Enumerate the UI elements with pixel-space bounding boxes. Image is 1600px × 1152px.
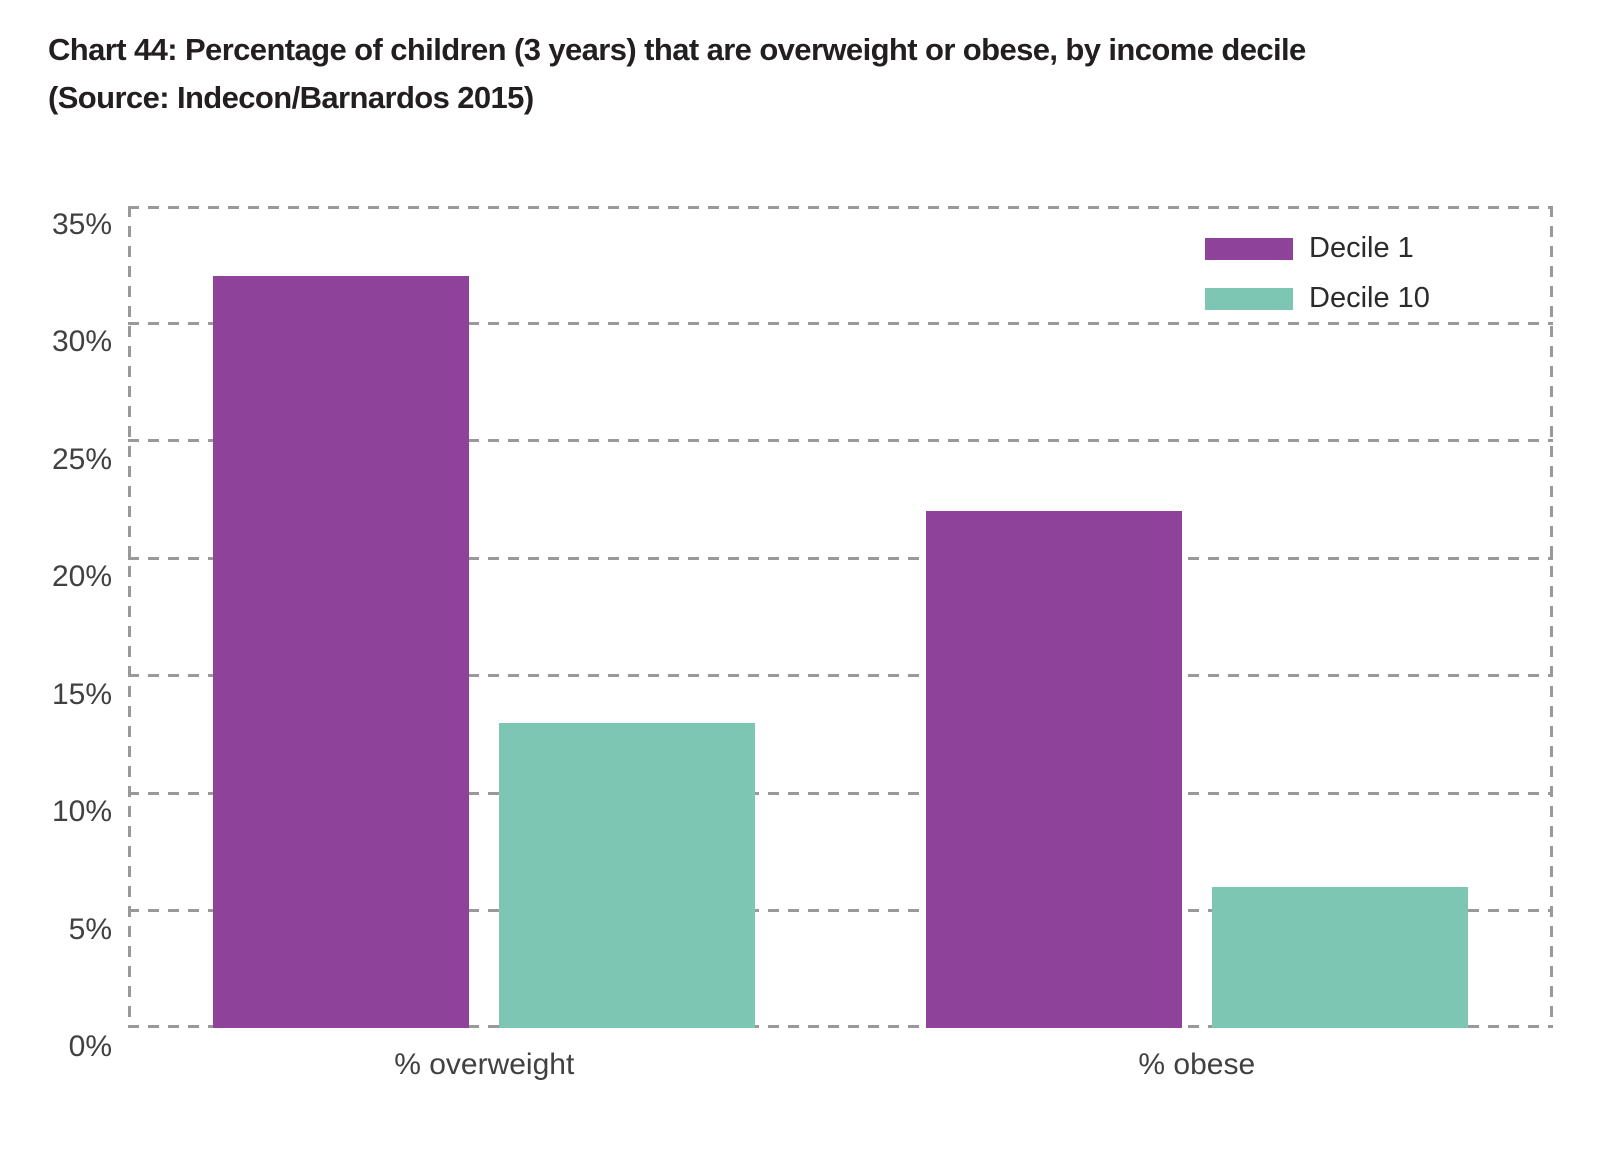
chart-title-line1: Chart 44: Percentage of children (3 year… <box>48 32 1306 67</box>
plot-area: Decile 1 Decile 10 <box>128 206 1553 1028</box>
plot-border-left <box>128 206 131 1028</box>
legend-label-decile-10: Decile 10 <box>1309 282 1430 314</box>
legend-item-decile-1: Decile 1 <box>1205 234 1430 263</box>
y-tick-label-5: 5% <box>68 912 112 946</box>
legend: Decile 1 Decile 10 <box>1205 234 1430 313</box>
x-category-label-1: % obese <box>1138 1048 1256 1081</box>
gridline-5 <box>128 909 1553 913</box>
y-tick-label-0: 0% <box>68 1030 112 1063</box>
legend-swatch-decile-1 <box>1205 237 1293 260</box>
bar-decile-1-overweight <box>213 276 470 1028</box>
gridline-35 <box>128 206 1553 209</box>
bar-decile-1-obese <box>925 511 1182 1028</box>
y-tick-label-35: 35% <box>51 208 112 241</box>
y-tick-label-20: 20% <box>51 560 112 594</box>
y-tick-label-15: 15% <box>51 677 112 711</box>
plot-border-right <box>1550 206 1553 1028</box>
x-category-label-0: % overweight <box>394 1048 575 1081</box>
chart-title-line2: (Source: Indecon/Barnardos 2015) <box>48 80 534 115</box>
bar-decile-10-obese <box>1211 887 1468 1028</box>
gridline-15 <box>128 674 1553 678</box>
chart-title: Chart 44: Percentage of children (3 year… <box>48 26 1568 122</box>
gridline-10 <box>128 791 1553 795</box>
y-tick-label-25: 25% <box>51 442 112 476</box>
y-tick-label-10: 10% <box>51 795 112 829</box>
y-tick-label-30: 30% <box>51 325 112 359</box>
gridline-0 <box>128 1025 1553 1028</box>
legend-label-decile-1: Decile 1 <box>1309 232 1414 264</box>
gridline-25 <box>128 439 1553 443</box>
legend-item-decile-10: Decile 10 <box>1205 284 1430 313</box>
gridline-20 <box>128 556 1553 560</box>
legend-swatch-decile-10 <box>1205 287 1293 310</box>
bar-decile-10-overweight <box>499 722 756 1028</box>
gridline-30 <box>128 321 1553 325</box>
